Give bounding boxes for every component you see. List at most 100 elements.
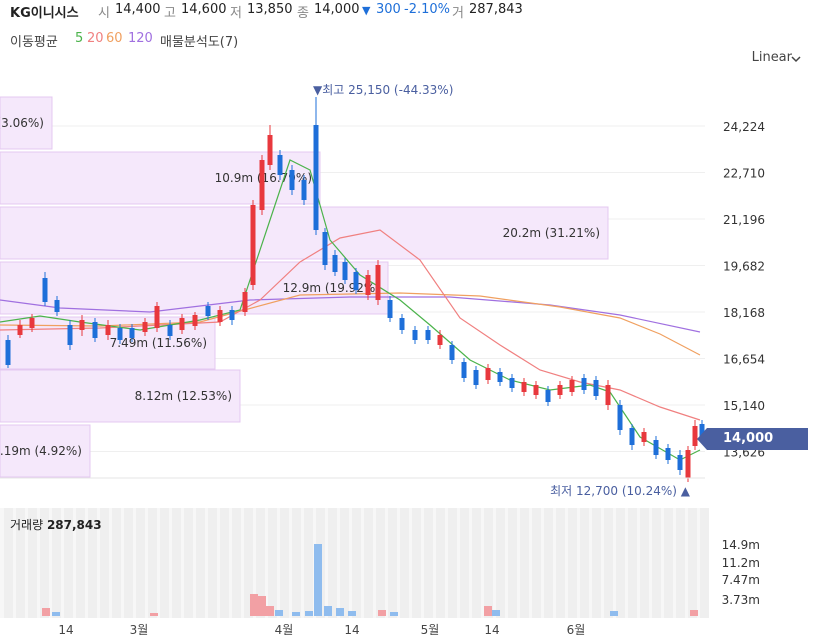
candle xyxy=(154,302,160,332)
ma-label[interactable]: 이동평균 xyxy=(10,35,58,50)
volume-bar xyxy=(305,611,313,616)
candle-body xyxy=(267,135,273,165)
volume-panel-column xyxy=(208,508,217,618)
candle-body xyxy=(342,262,348,280)
time-axis: 14 3월 4월 14 5월 14 6월 xyxy=(58,623,585,636)
volume-panel-column xyxy=(700,508,709,618)
candle-body xyxy=(497,372,503,382)
volume-panel-column xyxy=(508,508,517,618)
candle-body xyxy=(229,310,235,320)
time-tick-label: 6월 xyxy=(567,623,586,636)
volume-bar xyxy=(336,608,344,616)
candle-body xyxy=(365,275,371,295)
volume-panel-column xyxy=(592,508,601,618)
candle xyxy=(692,420,698,450)
ma120-line xyxy=(0,296,701,333)
volume-panel-label: 거래량 xyxy=(10,518,44,532)
candle-body xyxy=(665,448,671,460)
chevron-down-icon[interactable] xyxy=(790,53,802,65)
candle-body xyxy=(179,318,185,330)
volume-panel-column xyxy=(328,508,337,618)
ma60-line xyxy=(0,292,701,356)
candle xyxy=(322,228,328,270)
volume-label: 거 xyxy=(452,6,464,21)
candle xyxy=(205,302,211,320)
candle-body xyxy=(154,306,160,328)
volume-profile-label: 3.19m (4.92%) xyxy=(0,444,82,458)
candle xyxy=(617,400,623,435)
volume-panel-column xyxy=(388,508,397,618)
candle-body xyxy=(509,378,515,388)
volume-panel-column xyxy=(136,508,145,618)
low-annotation: 최저 12,700 (10.24%) ▲ xyxy=(550,484,691,498)
volume-panel-column xyxy=(640,508,649,618)
candle xyxy=(677,450,683,475)
volume-bar xyxy=(150,613,158,616)
volume-panel-column xyxy=(28,508,37,618)
candle xyxy=(412,326,418,344)
candle-body xyxy=(545,390,551,402)
candle xyxy=(42,272,48,306)
candle xyxy=(92,318,98,342)
candle-body xyxy=(692,426,698,446)
volume-panel-column xyxy=(112,508,121,618)
candle xyxy=(485,364,491,384)
volume-panel-column xyxy=(280,508,289,618)
volume-profile-label[interactable]: 매물분석도(7) xyxy=(160,35,239,50)
candle xyxy=(142,318,148,336)
volume-bar xyxy=(390,612,398,616)
candlesticks: ▼최고 25,150 (-44.33%) 최저 12,700 (10.24%) ▲ xyxy=(5,83,705,498)
stock-name[interactable]: KG이니시스 xyxy=(10,6,79,21)
volume-panel-column xyxy=(448,508,457,618)
volume-panel-column xyxy=(268,508,277,618)
volume-panel-column xyxy=(436,508,445,618)
volume-tick-label: 14.9m xyxy=(722,538,760,552)
volume-panel-column xyxy=(160,508,169,618)
candle-body xyxy=(17,325,23,335)
ma60-label: 60 xyxy=(106,31,123,46)
candle-body xyxy=(557,385,563,395)
scale-selector[interactable]: Linear xyxy=(751,50,792,65)
candle xyxy=(365,270,371,300)
candle-body xyxy=(473,370,479,385)
candle xyxy=(605,380,611,410)
candle xyxy=(685,446,691,482)
candle xyxy=(332,250,338,276)
candle xyxy=(342,258,348,284)
candle xyxy=(545,386,551,406)
volume-value: 287,843 xyxy=(469,2,523,17)
time-tick-label: 14 xyxy=(58,623,73,636)
candle-body xyxy=(5,340,11,365)
indicator-bar: 이동평균 5 20 60 120 매물분석도(7) xyxy=(0,31,814,51)
volume-panel-column xyxy=(460,508,469,618)
candle-body xyxy=(79,320,85,330)
time-tick-label: 14 xyxy=(344,623,359,636)
candle xyxy=(192,312,198,330)
candle xyxy=(425,326,431,344)
price-tick-label: 24,224 xyxy=(723,120,765,134)
volume-panel-column xyxy=(520,508,529,618)
volume-bar xyxy=(258,596,266,616)
candle xyxy=(17,320,23,338)
volume-panel-column xyxy=(40,508,49,618)
volume-panel-column xyxy=(580,508,589,618)
candle-body xyxy=(167,325,173,336)
candle xyxy=(629,424,635,450)
candle xyxy=(29,314,35,332)
volume-panel-column xyxy=(340,508,349,618)
volume-panel-column xyxy=(532,508,541,618)
volume-panel-column xyxy=(292,508,301,618)
candle-body xyxy=(192,315,198,326)
volume-tick-label: 11.2m xyxy=(722,556,760,570)
candle-body xyxy=(629,428,635,445)
candle-body xyxy=(142,322,148,332)
candle xyxy=(387,296,393,322)
candle-body xyxy=(425,330,431,340)
candle-body xyxy=(92,322,98,338)
candle xyxy=(289,165,295,195)
candle-body xyxy=(117,328,123,340)
candle-body xyxy=(205,306,211,316)
volume-panel-column xyxy=(88,508,97,618)
volume-panel-column xyxy=(676,508,685,618)
